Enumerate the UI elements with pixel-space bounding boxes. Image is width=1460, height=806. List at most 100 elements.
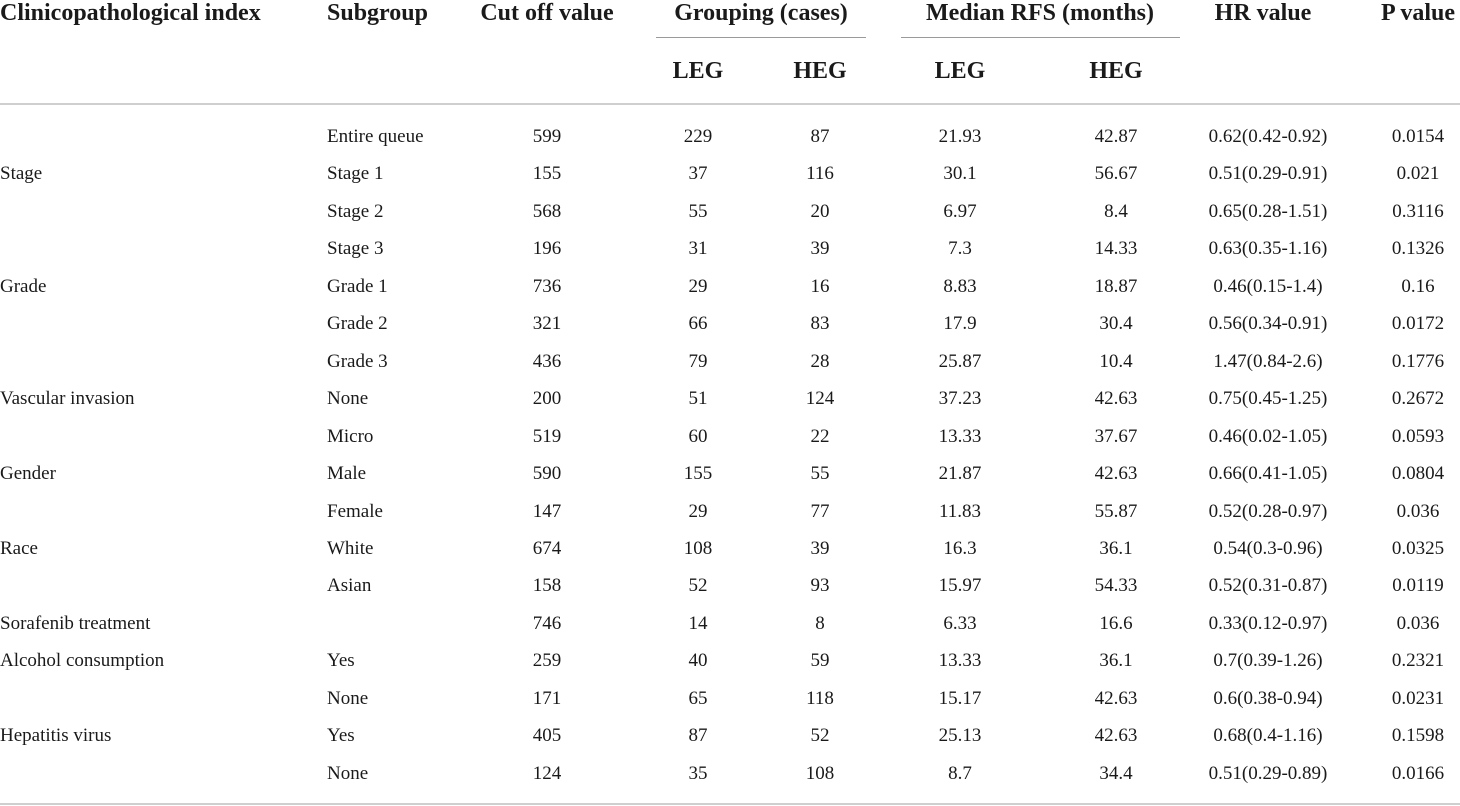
cell-grouping-heg: 39 xyxy=(810,238,830,260)
cell-cutoff: 590 xyxy=(532,463,562,485)
cell-median-heg: 42.63 xyxy=(1094,725,1138,747)
cell-p: 0.1326 xyxy=(1391,238,1445,260)
cell-cutoff: 259 xyxy=(532,650,562,672)
cell-subgroup: Stage 2 xyxy=(327,200,384,222)
cell-p: 0.2672 xyxy=(1391,388,1445,410)
cell-grouping-leg: 229 xyxy=(683,126,713,147)
cell-median-leg: 17.9 xyxy=(943,313,977,335)
cell-grouping-leg: 55 xyxy=(688,200,708,222)
cell-p: 0.0154 xyxy=(1391,126,1445,147)
header-p-value: P value xyxy=(1380,0,1456,26)
cell-hr: 0.51(0.29-0.91) xyxy=(1208,163,1328,185)
cell-p: 0.0804 xyxy=(1391,463,1445,485)
cell-grouping-heg: 116 xyxy=(806,163,834,185)
cell-median-leg: 8.83 xyxy=(943,275,977,297)
cell-median-leg: 25.13 xyxy=(938,725,982,747)
cell-median-heg: 42.87 xyxy=(1094,126,1138,147)
cell-hr: 0.52(0.31-0.87) xyxy=(1208,575,1328,597)
cell-median-leg: 16.3 xyxy=(943,537,977,559)
cell-p: 0.2321 xyxy=(1391,650,1445,672)
cell-median-heg: 54.33 xyxy=(1094,575,1138,597)
header-subgroup: Subgroup xyxy=(327,0,428,26)
cell-grouping-heg: 87 xyxy=(810,126,830,147)
cell-subgroup: Entire queue xyxy=(327,126,424,147)
cell-grouping-heg: 28 xyxy=(810,350,830,372)
cell-median-heg: 55.87 xyxy=(1094,500,1138,522)
cell-subgroup: Stage 3 xyxy=(327,238,384,260)
cell-median-leg: 37.23 xyxy=(938,388,982,410)
cell-p: 0.1598 xyxy=(1391,725,1445,747)
cell-median-heg: 37.67 xyxy=(1094,425,1138,447)
cell-grouping-heg: 93 xyxy=(810,575,830,597)
cell-median-heg: 18.87 xyxy=(1094,275,1138,297)
cell-p: 0.0119 xyxy=(1392,575,1444,597)
header-grouping-heg: HEG xyxy=(793,58,847,84)
cell-cutoff: 196 xyxy=(532,238,562,260)
cell-hr: 0.46(0.15-1.4) xyxy=(1213,275,1323,297)
cell-grouping-heg: 77 xyxy=(810,500,830,522)
cell-p: 0.3116 xyxy=(1392,200,1444,222)
cell-grouping-heg: 39 xyxy=(810,537,830,559)
cell-grouping-heg: 52 xyxy=(810,725,830,747)
median-underline xyxy=(901,37,1180,38)
cell-grouping-heg: 108 xyxy=(805,762,835,784)
cell-cutoff: 155 xyxy=(532,163,562,185)
cell-grouping-heg: 22 xyxy=(810,425,830,447)
cell-subgroup: Grade 3 xyxy=(327,350,388,372)
header-clinicopathological-index: Clinicopathological index xyxy=(0,0,261,26)
cell-median-leg: 8.7 xyxy=(948,762,972,784)
cell-cutoff: 171 xyxy=(532,687,562,709)
cell-hr: 0.62(0.42-0.92) xyxy=(1208,126,1328,147)
cell-grouping-leg: 155 xyxy=(683,463,713,485)
cell-hr: 0.51(0.29-0.89) xyxy=(1208,762,1328,784)
cell-grouping-heg: 20 xyxy=(810,200,830,222)
cell-hr: 0.52(0.28-0.97) xyxy=(1208,500,1328,522)
cell-median-heg: 42.63 xyxy=(1094,388,1138,410)
cell-subgroup: Grade 1 xyxy=(327,275,388,297)
cell-grouping-leg: 66 xyxy=(688,313,708,335)
cell-hr: 0.66(0.41-1.05) xyxy=(1208,463,1328,485)
cell-grouping-heg: 55 xyxy=(810,463,830,485)
cell-grouping-leg: 52 xyxy=(688,575,708,597)
header-median-leg: LEG xyxy=(934,58,986,84)
cell-grouping-leg: 31 xyxy=(688,238,708,260)
cell-index: Vascular invasion xyxy=(0,388,135,410)
cell-index: Hepatitis virus xyxy=(0,725,112,747)
cell-median-heg: 34.4 xyxy=(1099,762,1133,784)
header-divider xyxy=(0,103,1460,105)
cell-cutoff: 200 xyxy=(532,388,562,410)
cell-cutoff: 519 xyxy=(532,425,562,447)
cell-median-leg: 6.97 xyxy=(943,200,977,222)
cell-median-heg: 10.4 xyxy=(1099,350,1133,372)
cell-index: Sorafenib treatment xyxy=(0,612,151,634)
cell-grouping-leg: 79 xyxy=(688,350,708,372)
cell-cutoff: 158 xyxy=(532,575,562,597)
cell-grouping-heg: 8 xyxy=(815,612,825,634)
cell-p: 0.0172 xyxy=(1391,313,1445,335)
cell-median-heg: 36.1 xyxy=(1099,650,1133,672)
cell-hr: 0.68(0.4-1.16) xyxy=(1213,725,1323,747)
cell-hr: 0.75(0.45-1.25) xyxy=(1208,388,1328,410)
cell-cutoff: 321 xyxy=(532,313,562,335)
cell-grouping-leg: 37 xyxy=(688,163,708,185)
cell-subgroup: Micro xyxy=(327,425,374,447)
cell-p: 0.16 xyxy=(1401,275,1435,297)
cell-grouping-leg: 14 xyxy=(688,612,708,634)
cell-median-leg: 30.1 xyxy=(943,163,977,185)
cell-cutoff: 436 xyxy=(532,350,562,372)
cell-p: 0.0166 xyxy=(1391,762,1445,784)
cell-p: 0.0325 xyxy=(1391,537,1445,559)
cell-median-heg: 36.1 xyxy=(1099,537,1133,559)
cell-grouping-leg: 35 xyxy=(688,762,708,784)
cell-p: 0.036 xyxy=(1396,612,1440,634)
cell-p: 0.0231 xyxy=(1391,687,1445,709)
cell-hr: 0.56(0.34-0.91) xyxy=(1208,313,1328,335)
cell-median-heg: 42.63 xyxy=(1094,687,1138,709)
cell-subgroup: None xyxy=(327,687,369,709)
cell-median-heg: 16.6 xyxy=(1099,612,1133,634)
cell-hr: 0.7(0.39-1.26) xyxy=(1213,650,1323,672)
cell-grouping-leg: 65 xyxy=(688,687,708,709)
header-hr-value: HR value xyxy=(1214,0,1312,26)
cell-hr: 0.63(0.35-1.16) xyxy=(1208,238,1328,260)
cell-hr: 0.54(0.3-0.96) xyxy=(1213,537,1323,559)
